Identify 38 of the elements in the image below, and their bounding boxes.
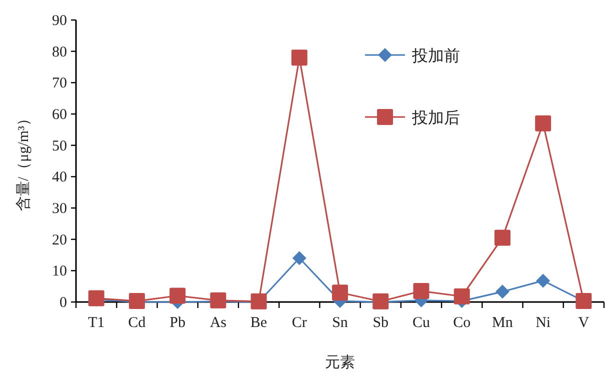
y-tick-label: 90: [52, 13, 67, 29]
x-tick-label: Cd: [128, 315, 146, 331]
x-tick-label: Sb: [372, 315, 389, 331]
legend-label: 投加前: [411, 47, 460, 65]
point: [536, 274, 550, 288]
y-tick-label: 60: [52, 107, 67, 123]
y-tick-label: 10: [52, 264, 67, 280]
point: [291, 50, 308, 66]
x-tick-label: Co: [453, 315, 471, 331]
point: [495, 284, 510, 299]
point: [535, 115, 552, 132]
y-tick-label: 80: [52, 44, 67, 60]
point: [292, 251, 306, 266]
point: [88, 290, 104, 306]
y-tick-label: 40: [52, 170, 67, 186]
y-tick-label: 0: [60, 295, 67, 311]
y-tick-label: 50: [52, 138, 67, 154]
x-tick-label: T1: [88, 315, 105, 331]
y-tick-label: 20: [52, 232, 67, 248]
x-tick-label: Be: [250, 315, 268, 331]
x-tick-label: As: [210, 315, 227, 331]
point: [170, 288, 186, 304]
x-tick-label: V: [578, 315, 590, 331]
x-tick-label: Cu: [412, 315, 430, 331]
legend-label: 投加后: [411, 109, 460, 127]
point: [494, 230, 510, 246]
point: [454, 288, 470, 304]
x-tick-label: Sn: [332, 315, 348, 331]
x-axis-title: 元素: [325, 354, 355, 371]
y-tick-label: 30: [52, 201, 67, 217]
x-tick-label: Pb: [170, 315, 186, 331]
y-tick-label: 70: [52, 76, 67, 92]
point: [413, 283, 430, 300]
x-tick-label: Cr: [292, 315, 307, 331]
x-tick-label: Ni: [536, 315, 551, 331]
point: [332, 284, 348, 301]
x-tick-label: Mn: [492, 315, 514, 331]
y-axis-title: 含量/（μg/m³）: [15, 110, 32, 212]
